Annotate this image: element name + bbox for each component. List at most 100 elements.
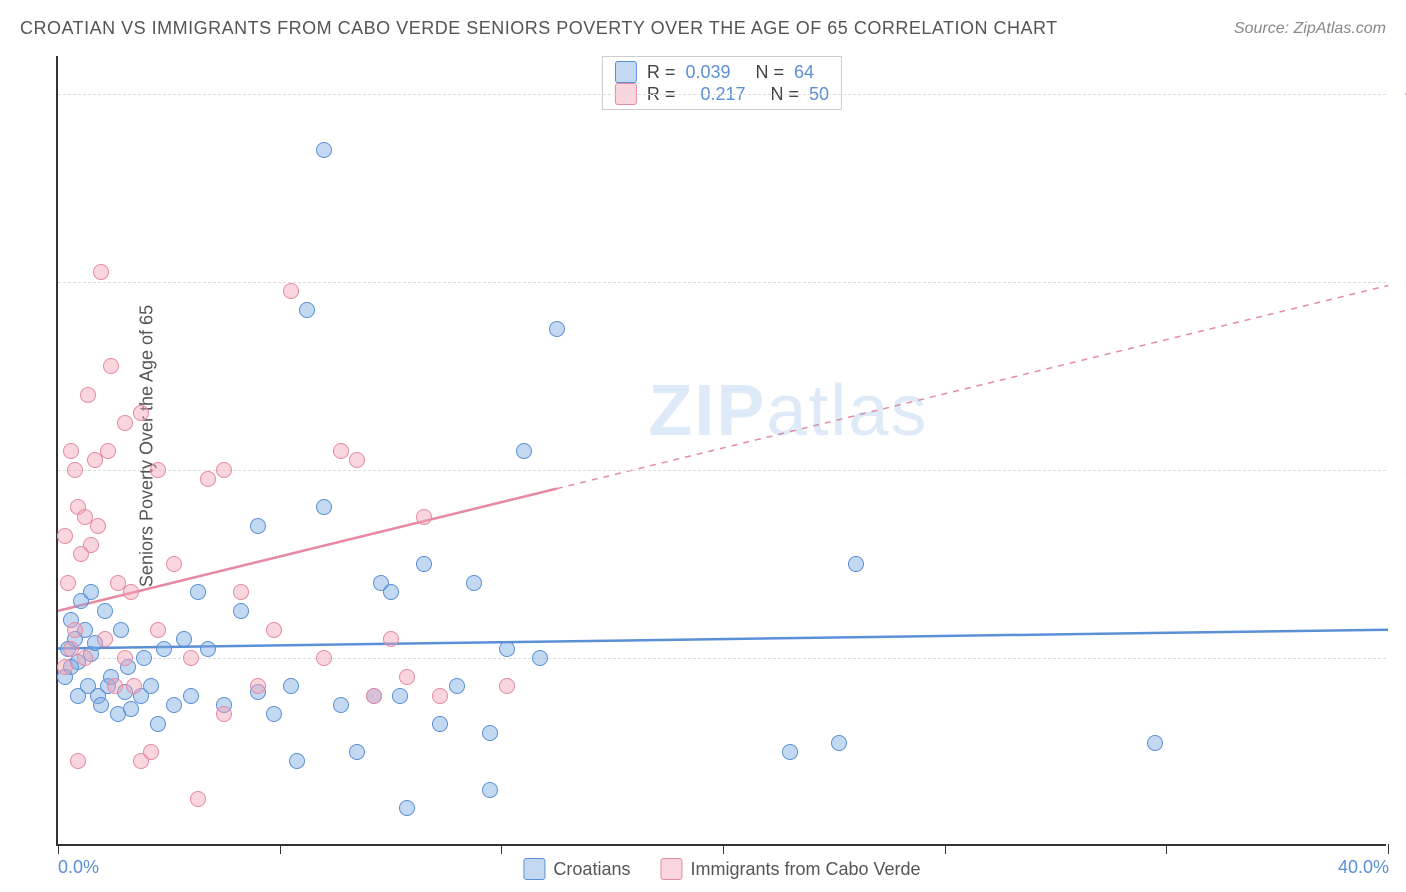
swatch-pink-icon	[660, 858, 682, 880]
data-point	[80, 387, 96, 403]
stat-n-value-1: 64	[794, 62, 814, 83]
x-tick-mark	[1388, 844, 1389, 854]
data-point	[133, 405, 149, 421]
data-point	[67, 622, 83, 638]
data-point	[83, 584, 99, 600]
swatch-blue-icon	[615, 61, 637, 83]
data-point	[183, 688, 199, 704]
data-point	[349, 452, 365, 468]
data-point	[831, 735, 847, 751]
data-point	[392, 688, 408, 704]
data-point	[449, 678, 465, 694]
stat-r-label: R =	[647, 62, 676, 83]
data-point	[399, 800, 415, 816]
data-point	[176, 631, 192, 647]
data-point	[166, 697, 182, 713]
data-point	[100, 443, 116, 459]
data-point	[299, 302, 315, 318]
data-point	[848, 556, 864, 572]
data-point	[416, 509, 432, 525]
data-point	[77, 650, 93, 666]
data-point	[117, 650, 133, 666]
data-point	[333, 697, 349, 713]
data-point	[183, 650, 199, 666]
data-point	[136, 650, 152, 666]
data-point	[466, 575, 482, 591]
x-tick-mark	[280, 844, 281, 854]
stat-n-label: N =	[756, 62, 785, 83]
data-point	[60, 575, 76, 591]
data-point	[150, 622, 166, 638]
data-point	[70, 753, 86, 769]
legend-label-1: Croatians	[553, 859, 630, 880]
data-point	[166, 556, 182, 572]
gridline	[58, 658, 1386, 659]
data-point	[532, 650, 548, 666]
data-point	[289, 753, 305, 769]
data-point	[216, 462, 232, 478]
data-point	[266, 706, 282, 722]
data-point	[97, 603, 113, 619]
data-point	[57, 528, 73, 544]
data-point	[482, 725, 498, 741]
data-point	[432, 688, 448, 704]
data-point	[383, 584, 399, 600]
data-point	[416, 556, 432, 572]
x-tick-label: 40.0%	[1338, 857, 1389, 878]
data-point	[283, 283, 299, 299]
data-point	[266, 622, 282, 638]
data-point	[67, 462, 83, 478]
x-tick-mark	[1166, 844, 1167, 854]
legend-item-croatians: Croatians	[523, 858, 630, 880]
data-point	[107, 678, 123, 694]
series-legend: Croatians Immigrants from Cabo Verde	[523, 858, 920, 880]
data-point	[399, 669, 415, 685]
data-point	[549, 321, 565, 337]
data-point	[117, 415, 133, 431]
data-point	[126, 678, 142, 694]
data-point	[233, 584, 249, 600]
data-point	[216, 706, 232, 722]
data-point	[93, 264, 109, 280]
data-point	[90, 518, 106, 534]
data-point	[366, 688, 382, 704]
legend-label-2: Immigrants from Cabo Verde	[690, 859, 920, 880]
gridline	[58, 94, 1386, 95]
data-point	[250, 518, 266, 534]
data-point	[103, 358, 119, 374]
data-point	[57, 659, 73, 675]
data-point	[283, 678, 299, 694]
data-point	[93, 697, 109, 713]
x-tick-mark	[58, 844, 59, 854]
data-point	[250, 678, 266, 694]
data-point	[190, 584, 206, 600]
data-point	[190, 791, 206, 807]
data-point	[516, 443, 532, 459]
x-tick-label: 0.0%	[58, 857, 99, 878]
data-point	[63, 443, 79, 459]
data-point	[123, 584, 139, 600]
data-point	[150, 716, 166, 732]
data-point	[73, 546, 89, 562]
data-point	[200, 471, 216, 487]
data-point	[349, 744, 365, 760]
x-tick-mark	[945, 844, 946, 854]
gridline	[58, 470, 1386, 471]
x-tick-mark	[501, 844, 502, 854]
data-point	[316, 142, 332, 158]
data-point	[113, 622, 129, 638]
data-point	[499, 678, 515, 694]
source-label: Source: ZipAtlas.com	[1234, 20, 1386, 38]
data-point	[200, 641, 216, 657]
data-point	[123, 701, 139, 717]
data-point	[143, 744, 159, 760]
data-point	[156, 641, 172, 657]
data-point	[316, 650, 332, 666]
data-point	[97, 631, 113, 647]
data-point	[333, 443, 349, 459]
data-point	[782, 744, 798, 760]
data-point	[383, 631, 399, 647]
data-point	[499, 641, 515, 657]
stats-legend-box: R = 0.039 N = 64 R = 0.217 N = 50	[602, 56, 842, 110]
x-tick-mark	[723, 844, 724, 854]
